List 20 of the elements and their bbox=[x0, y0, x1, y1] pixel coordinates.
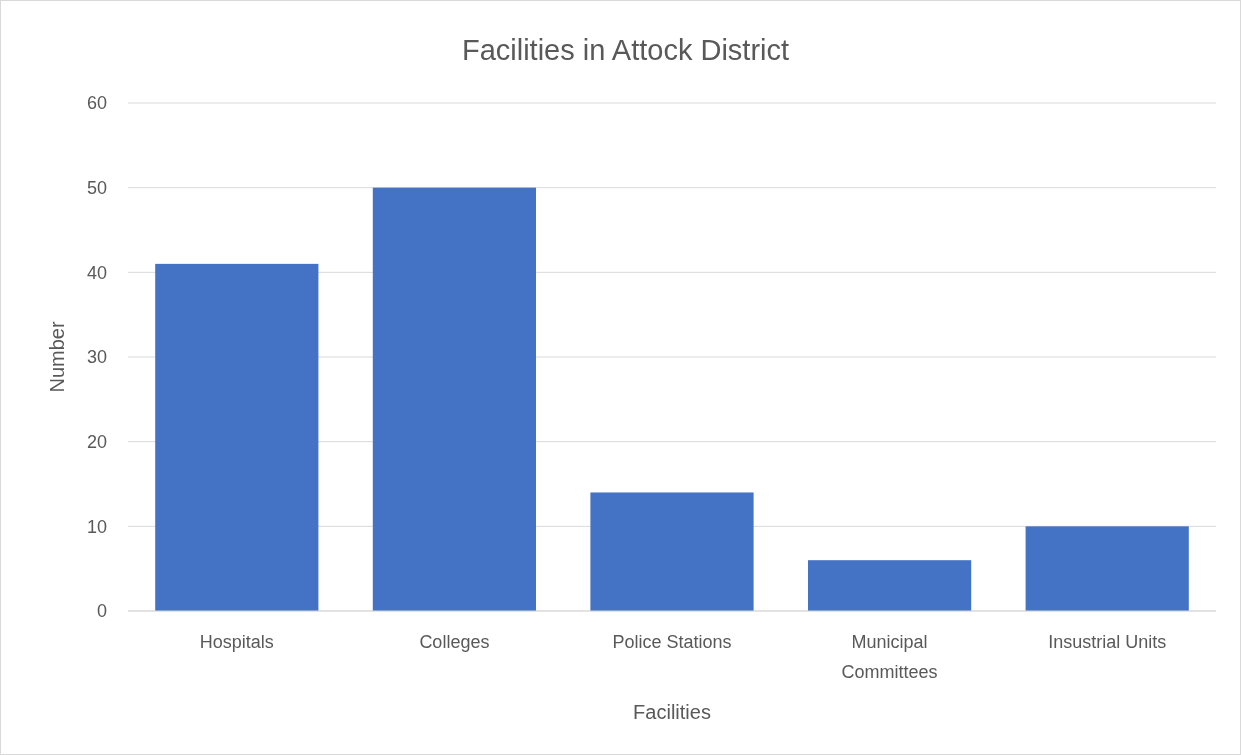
bar bbox=[155, 263, 319, 611]
y-tick-label: 60 bbox=[86, 93, 107, 114]
y-tick-label: 10 bbox=[86, 516, 107, 537]
y-axis-title: Number bbox=[46, 321, 68, 393]
y-tick-label: 0 bbox=[96, 601, 107, 622]
bar bbox=[1025, 526, 1189, 611]
bar bbox=[372, 187, 536, 611]
bar bbox=[590, 492, 754, 611]
y-tick-label: 20 bbox=[86, 431, 107, 452]
y-tick-label: 50 bbox=[86, 177, 107, 198]
bar bbox=[808, 560, 972, 611]
x-tick-label: Colleges bbox=[419, 632, 490, 652]
x-tick-label: Municipal Committees bbox=[841, 632, 938, 682]
x-tick-label: Hospitals bbox=[199, 632, 274, 652]
x-tick-label: Insustrial Units bbox=[1048, 632, 1167, 652]
chart-title: Facilities in Attock District bbox=[461, 34, 790, 66]
y-tick-label: 30 bbox=[86, 347, 107, 368]
y-tick-label: 40 bbox=[86, 262, 107, 283]
x-tick-label: Police Stations bbox=[612, 632, 732, 652]
x-axis-title: Facilities bbox=[633, 701, 711, 723]
